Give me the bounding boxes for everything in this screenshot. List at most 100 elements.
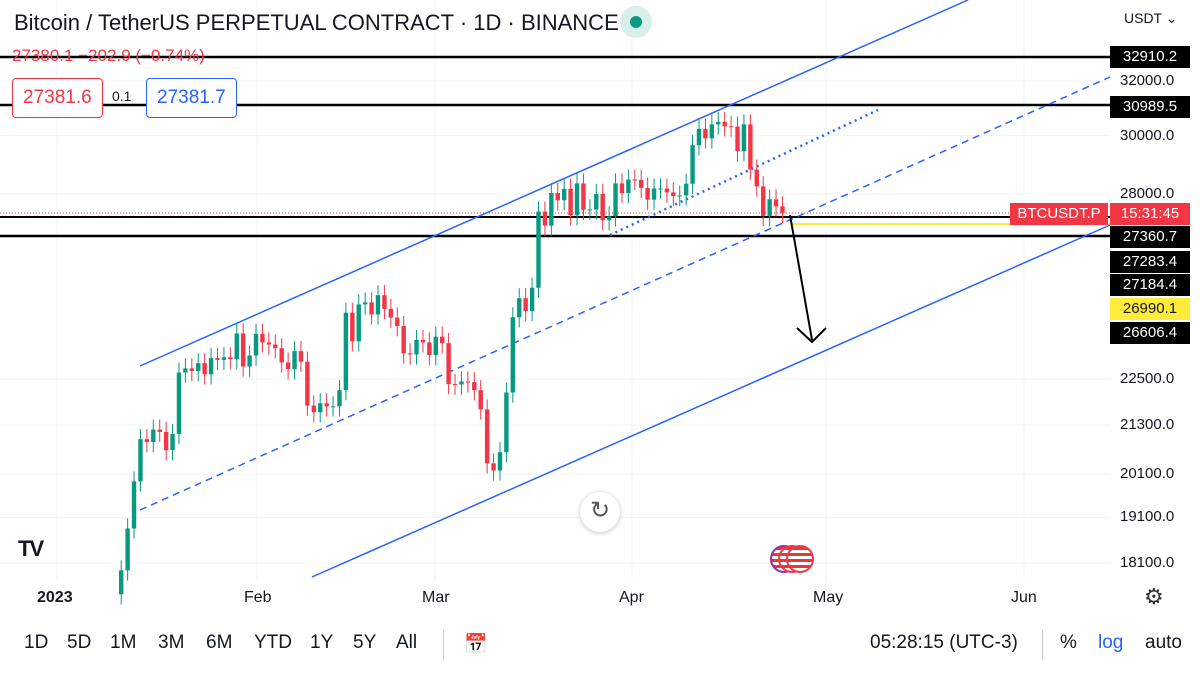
candle-body: [728, 126, 734, 128]
candle-body: [343, 312, 349, 391]
candle-body: [484, 409, 490, 464]
candle-body: [382, 295, 387, 309]
time-axis-label: Jun: [1011, 589, 1037, 606]
candle-body: [260, 333, 265, 343]
range-5d[interactable]: 5D: [67, 632, 92, 653]
channel-upper-line: [139, 0, 969, 367]
range-3m[interactable]: 3M: [158, 632, 185, 653]
candle-body: [664, 188, 670, 193]
percent-toggle[interactable]: %: [1060, 632, 1077, 653]
candle-body: [138, 439, 143, 482]
candle-body: [703, 128, 708, 139]
candle-body: [356, 304, 361, 342]
divider: [443, 630, 444, 660]
candle-body: [536, 211, 541, 288]
buy-button[interactable]: 27381.7: [146, 78, 237, 118]
candle-body: [433, 336, 438, 356]
candle-body: [221, 357, 227, 360]
clock-time[interactable]: 05:28:15 (UTC-3): [870, 632, 1018, 653]
tradingview-logo[interactable]: TV: [18, 536, 44, 561]
auto-toggle[interactable]: auto: [1145, 632, 1182, 653]
arrow-head: [796, 327, 827, 344]
candle-body: [452, 384, 458, 386]
range-6m[interactable]: 6M: [206, 632, 233, 653]
candle-body: [555, 193, 560, 201]
price-level-tag: 27184.4: [1110, 274, 1190, 296]
candle-body: [388, 308, 394, 318]
candle-body: [350, 312, 355, 342]
currency-selector[interactable]: USDT ⌄: [1124, 10, 1178, 26]
candle-body: [318, 403, 323, 413]
candle-body: [754, 169, 759, 187]
candle-body: [189, 368, 195, 371]
range-1d[interactable]: 1D: [24, 632, 49, 653]
candle-body: [170, 433, 175, 451]
countdown-tag: 15:31:45: [1110, 203, 1190, 225]
price-axis-label: 20100.0: [1120, 465, 1175, 483]
channel-lower-line: [311, 224, 1111, 578]
candle-body: [491, 463, 496, 471]
price-level-tag: 27360.7: [1110, 226, 1190, 248]
range-5y[interactable]: 5Y: [353, 632, 377, 653]
market-open-status-icon[interactable]: [620, 6, 652, 38]
candle-body: [568, 188, 573, 216]
candle-body: [215, 358, 220, 360]
candle-body: [478, 390, 483, 410]
candle-body: [735, 126, 740, 152]
price-axis-label: 21300.0: [1120, 416, 1175, 434]
candle-body: [151, 429, 156, 443]
candle-body: [196, 363, 201, 371]
date-range-calendar-icon[interactable]: 📅: [464, 634, 488, 655]
candle-body: [581, 183, 586, 210]
candle-body: [279, 348, 284, 363]
candle-body: [690, 145, 695, 184]
bottom-toolbar: 1D 5D 1M 3M 6M YTD 1Y 5Y All 📅 05:28:15 …: [0, 625, 1200, 665]
price-level-tag: 26606.4: [1110, 322, 1190, 344]
candle-body: [716, 121, 721, 125]
candle-body: [542, 211, 548, 226]
candle-body: [709, 124, 715, 139]
candle-body: [228, 357, 233, 360]
divider: [1042, 630, 1043, 660]
price-level-tag: 26990.1: [1110, 298, 1190, 320]
candle-body: [767, 199, 772, 216]
candle-body: [292, 351, 297, 370]
range-1m[interactable]: 1M: [110, 632, 137, 653]
range-ytd[interactable]: YTD: [254, 632, 292, 653]
candle-body: [369, 302, 374, 315]
sell-button[interactable]: 27381.6: [12, 78, 103, 118]
candle-body: [401, 326, 406, 354]
candle-body: [247, 355, 252, 367]
log-toggle[interactable]: log: [1098, 632, 1124, 653]
candle-body: [761, 186, 766, 216]
candle-body: [298, 351, 304, 362]
range-1y[interactable]: 1Y: [310, 632, 334, 653]
range-all[interactable]: All: [396, 632, 418, 653]
candle-body: [472, 382, 477, 391]
price-chart[interactable]: [0, 0, 1200, 620]
spread: 0.1: [112, 88, 132, 104]
price-axis-label: 18100.0: [1120, 553, 1175, 571]
settings-gear-icon[interactable]: ⚙: [1144, 584, 1164, 609]
candle-body: [375, 295, 381, 315]
reset-chart-button[interactable]: ↻: [580, 492, 620, 532]
candle-body: [202, 363, 207, 375]
candle-body: [632, 179, 637, 181]
candle-body: [131, 481, 137, 529]
candle-body: [407, 353, 413, 355]
candle-body: [497, 452, 503, 471]
candle-body: [125, 528, 130, 571]
candle-body: [658, 188, 663, 190]
candle-body: [266, 342, 272, 345]
candle-body: [645, 187, 650, 200]
candle-body: [613, 183, 618, 217]
price-change: 27380.1 −202.9 (−0.74%): [12, 46, 205, 65]
candle-body: [677, 195, 682, 197]
price-axis-label: 22500.0: [1120, 369, 1175, 387]
candle-body: [748, 124, 753, 170]
candle-body: [414, 339, 419, 355]
candle-body: [119, 570, 124, 595]
candle-body: [600, 193, 605, 221]
candle-body: [144, 439, 150, 443]
candle-body: [671, 192, 676, 197]
